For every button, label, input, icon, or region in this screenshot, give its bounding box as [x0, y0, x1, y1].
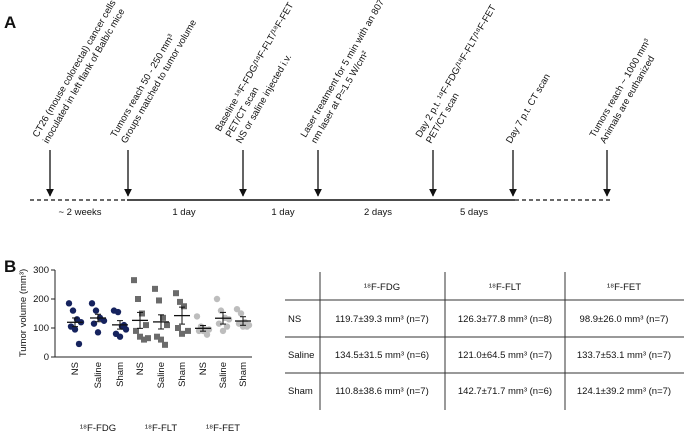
point: [139, 310, 145, 317]
point: [133, 327, 139, 334]
point: [137, 333, 143, 340]
table-header: ¹⁸F-FET: [607, 282, 641, 293]
point: [203, 331, 211, 338]
table-header: ¹⁸F-FDG: [364, 282, 400, 293]
category-label: Sham: [115, 362, 126, 387]
point: [185, 327, 191, 334]
table-cell: 119.7±39.3 mm³ (n=7): [335, 314, 428, 325]
point: [164, 322, 170, 329]
point: [100, 317, 108, 324]
point: [160, 314, 166, 321]
point: [225, 316, 233, 323]
point: [145, 335, 151, 342]
group-label: ¹⁸F-FET: [206, 423, 240, 434]
table-cell: 134.5±31.5 mm³ (n=6): [335, 350, 429, 361]
row-label: Saline: [288, 350, 314, 361]
table-cell: 142.7±71.7 mm³ (n=6): [458, 386, 552, 397]
table-cell: 110.8±38.6 mm³ (n=7): [335, 386, 428, 397]
category-label: Sham: [238, 362, 249, 387]
point: [71, 326, 79, 333]
event-label: Day 2 p.t. ¹⁸F-FDG/¹⁸F-FLT/¹⁸F-FET: [414, 3, 499, 140]
category-label: NS: [70, 362, 81, 375]
point: [131, 277, 137, 284]
interval-label: 5 days: [460, 207, 488, 218]
point: [223, 323, 231, 330]
point: [141, 336, 147, 343]
point: [158, 336, 164, 343]
point: [215, 320, 223, 327]
category-label: Saline: [93, 362, 104, 388]
y-tick-label: 200: [33, 294, 49, 305]
table-cell: 98.9±26.0 mm³ (n=7): [580, 314, 669, 325]
point: [114, 308, 122, 316]
point: [116, 333, 124, 340]
table-cell: 121.0±64.5 mm³ (n=7): [458, 350, 552, 361]
point: [156, 297, 162, 304]
table-cell: 126.3±77.8 mm³ (n=8): [458, 314, 552, 325]
point: [92, 307, 100, 314]
event-label: Laser treatment for 5 min with an 807: [299, 0, 387, 140]
category-label: Saline: [156, 362, 167, 388]
category-label: NS: [135, 362, 146, 375]
group-label: ¹⁸F-FDG: [80, 423, 116, 434]
point: [154, 333, 160, 340]
point: [135, 296, 141, 302]
row-label: Sham: [288, 386, 313, 397]
event-label: CT26 (mouse colorectal) cancer cells: [31, 0, 119, 139]
event-label: Groups matched to tumor volume: [119, 18, 199, 146]
category-label: NS: [198, 362, 209, 375]
y-tick-label: 300: [33, 265, 49, 276]
interval-label: 2 days: [364, 207, 392, 218]
point: [162, 341, 168, 348]
point: [213, 295, 221, 303]
panel-label: B: [4, 257, 16, 276]
y-axis-label: Tumor volume (mm³): [18, 269, 29, 357]
point: [219, 327, 227, 335]
point: [243, 323, 251, 330]
point: [181, 303, 187, 310]
event-label: Tumors reach 50 - 250 mm³: [109, 32, 177, 139]
point: [69, 307, 77, 314]
panel-label: A: [4, 13, 16, 32]
y-tick-label: 0: [44, 352, 49, 363]
point: [177, 298, 183, 305]
point: [143, 322, 149, 329]
group-label: ¹⁸F-FLT: [145, 423, 178, 434]
point: [75, 340, 83, 348]
interval-label: 1 day: [172, 207, 195, 218]
event-label: Day 7 p.t. CT scan: [504, 72, 553, 145]
point: [173, 290, 179, 297]
table-cell: 124.1±39.2 mm³ (n=7): [577, 386, 671, 397]
point: [88, 300, 96, 307]
point: [193, 313, 201, 320]
interval-label: 1 day: [271, 207, 294, 218]
point: [237, 310, 245, 317]
table-header: ¹⁸F-FLT: [489, 282, 522, 293]
event-label: Tumors reach ~ 1000 mm³: [588, 37, 653, 139]
point: [175, 325, 181, 331]
row-label: NS: [288, 314, 301, 325]
point: [65, 300, 73, 307]
category-label: Saline: [218, 362, 229, 388]
point: [152, 285, 158, 292]
y-tick-label: 100: [33, 323, 49, 334]
table-cell: 133.7±53.1 mm³ (n=7): [577, 350, 671, 361]
interval-label: ~ 2 weeks: [58, 207, 101, 218]
table-grid: [285, 272, 684, 410]
category-label: Sham: [177, 362, 188, 387]
point: [179, 330, 185, 337]
point: [233, 305, 241, 313]
point: [94, 329, 102, 336]
